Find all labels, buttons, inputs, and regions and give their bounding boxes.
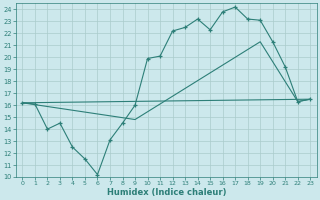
X-axis label: Humidex (Indice chaleur): Humidex (Indice chaleur) [107, 188, 226, 197]
